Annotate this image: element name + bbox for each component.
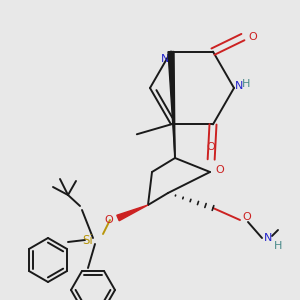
- Text: N: N: [264, 233, 272, 243]
- Text: N: N: [235, 81, 243, 91]
- Text: O: O: [104, 215, 113, 225]
- Text: H: H: [242, 79, 250, 89]
- Text: O: O: [248, 32, 257, 42]
- Text: O: O: [215, 165, 224, 175]
- Text: O: O: [242, 212, 251, 222]
- Text: N: N: [160, 54, 169, 64]
- Polygon shape: [117, 205, 148, 221]
- Text: H: H: [274, 241, 282, 251]
- Text: Si: Si: [82, 233, 93, 247]
- Text: O: O: [207, 142, 215, 152]
- Polygon shape: [168, 52, 175, 158]
